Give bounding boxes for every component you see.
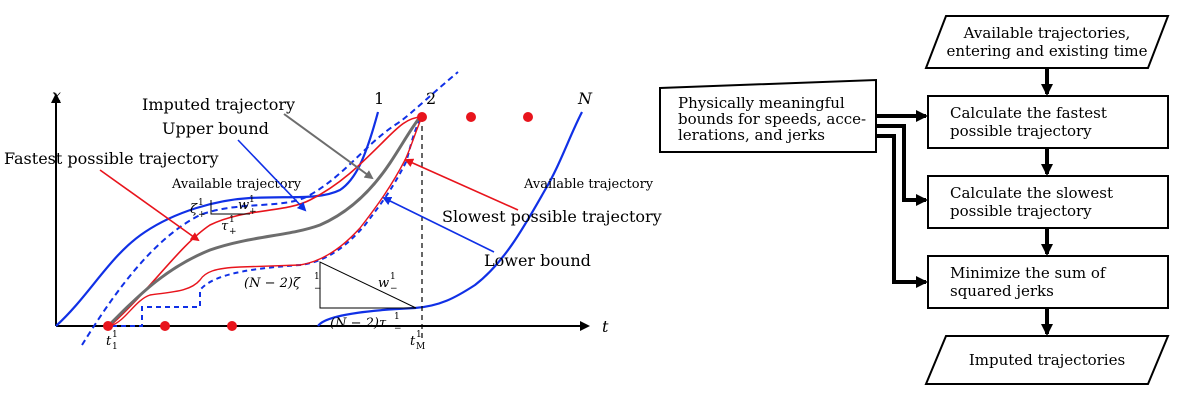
svg-text:+: + <box>249 207 257 217</box>
svg-text:(N − 2)τ: (N − 2)τ <box>330 316 387 331</box>
n-minus-2-zeta-label: (N − 2)ζ 1 − <box>244 272 322 294</box>
curve-label-1: 1 <box>374 89 384 108</box>
svg-text:1: 1 <box>416 330 422 340</box>
svg-text:−: − <box>314 284 322 294</box>
svg-text:τ: τ <box>221 219 229 234</box>
n-minus-2-tau-label: (N − 2)τ 1 − <box>330 312 402 334</box>
svg-text:1: 1 <box>112 342 118 352</box>
svg-text:t: t <box>410 334 416 349</box>
red-dot <box>417 112 427 122</box>
red-dot <box>523 112 533 122</box>
svg-text:1: 1 <box>390 272 396 282</box>
upper-triangle <box>210 200 250 215</box>
svg-text:+: + <box>229 227 237 237</box>
constraints-line-1: Physically meaningful <box>678 94 845 112</box>
available-trajectory-left-label: Available trajectory <box>171 177 302 192</box>
svg-text:t: t <box>106 334 112 349</box>
fastest-arrow <box>99 169 200 242</box>
input-line-2: entering and existing time <box>946 42 1147 60</box>
svg-text:−: − <box>394 324 402 334</box>
w-minus-label: w 1 − <box>378 272 398 294</box>
available-trajectory-N <box>317 111 583 327</box>
svg-text:w: w <box>378 276 389 291</box>
flowchart: Available trajectories, entering and exi… <box>659 15 1170 385</box>
upper-bound-arrow <box>237 139 307 212</box>
output-parallelogram <box>924 335 1170 385</box>
step-minimize-line-1: Minimize the sum of <box>950 264 1107 282</box>
step-fastest-box <box>927 95 1169 149</box>
svg-text:ζ: ζ <box>190 202 198 217</box>
fastest-trajectory-label: Fastest possible trajectory <box>4 149 218 168</box>
svg-text:M: M <box>416 342 425 352</box>
svg-text:1: 1 <box>249 195 255 205</box>
svg-text:1: 1 <box>314 272 320 282</box>
constraint-arrow-slowest <box>876 124 928 206</box>
imputed-arrow <box>283 113 374 180</box>
lower-triangle <box>319 261 417 309</box>
constraints-box <box>659 78 877 153</box>
constraint-arrow-minimize <box>876 134 928 288</box>
imputed-trajectory-label: Imputed trajectory <box>142 95 295 114</box>
available-trajectory-right-label: Available trajectory <box>523 177 654 192</box>
constraints-line-2: bounds for speeds, acce- <box>678 110 866 128</box>
svg-text:1: 1 <box>198 198 204 208</box>
step-slowest-line-2: possible trajectory <box>950 202 1092 220</box>
svg-text:w: w <box>238 198 249 213</box>
tm-label: t 1 M <box>410 330 425 352</box>
step-slowest-line-1: Calculate the slowest <box>950 184 1113 202</box>
step-minimize-line-2: squared jerks <box>950 282 1054 300</box>
curve-label-2: 2 <box>426 89 436 108</box>
input-parallelogram <box>924 15 1170 69</box>
red-dot <box>103 321 113 331</box>
step-fastest-line-1: Calculate the fastest <box>950 104 1107 122</box>
svg-text:1: 1 <box>112 330 118 340</box>
w-plus-label: w 1 + <box>238 195 257 217</box>
svg-text:+: + <box>198 210 206 220</box>
slowest-arrow <box>404 158 519 211</box>
red-dot <box>227 321 237 331</box>
red-dot <box>466 112 476 122</box>
tau-plus-label: τ 1 + <box>221 215 237 237</box>
t-axis-label: t <box>602 317 609 336</box>
slowest-trajectory-label: Slowest possible trajectory <box>442 207 662 226</box>
constraints-line-3: lerations, and jerks <box>678 126 825 144</box>
bound-dashed-line <box>81 71 459 346</box>
svg-text:1: 1 <box>229 215 235 225</box>
svg-text:(N − 2)ζ: (N − 2)ζ <box>244 276 301 291</box>
t1-label: t 1 1 <box>106 330 118 352</box>
zeta-plus-label: ζ 1 + <box>190 198 206 220</box>
input-line-1: Available trajectories, <box>963 24 1131 42</box>
red-dot <box>160 321 170 331</box>
upper-bound-label: Upper bound <box>162 119 269 138</box>
output-label: Imputed trajectories <box>969 351 1125 369</box>
available-trajectory-1 <box>55 111 380 327</box>
lower-bound-arrow <box>382 197 495 253</box>
svg-text:1: 1 <box>394 312 400 322</box>
curve-label-N: N <box>577 89 593 108</box>
step-fastest-line-2: possible trajectory <box>950 122 1092 140</box>
x-axis-label: x <box>52 86 61 105</box>
imputed-trajectory-curve <box>106 116 422 328</box>
lower-bound-label: Lower bound <box>484 251 591 270</box>
trajectory-plot: x t 1 2 N Imputed trajectory <box>4 71 662 352</box>
svg-text:−: − <box>390 284 398 294</box>
